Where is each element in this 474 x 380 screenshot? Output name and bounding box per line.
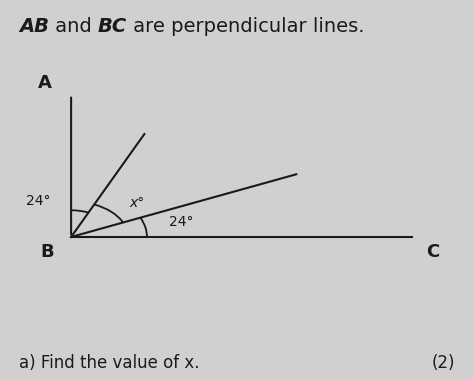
Text: C: C: [427, 243, 440, 261]
Text: and: and: [49, 17, 98, 36]
Text: 24°: 24°: [169, 215, 193, 229]
Text: a) Find the value of x.: a) Find the value of x.: [19, 354, 200, 372]
Text: are perpendicular lines.: are perpendicular lines.: [127, 17, 365, 36]
Text: (2): (2): [431, 354, 455, 372]
Text: x°: x°: [129, 196, 145, 211]
Text: 24°: 24°: [26, 194, 50, 208]
Text: A: A: [38, 74, 52, 92]
Text: B: B: [41, 243, 54, 261]
Text: AB: AB: [19, 17, 49, 36]
Text: BC: BC: [98, 17, 127, 36]
